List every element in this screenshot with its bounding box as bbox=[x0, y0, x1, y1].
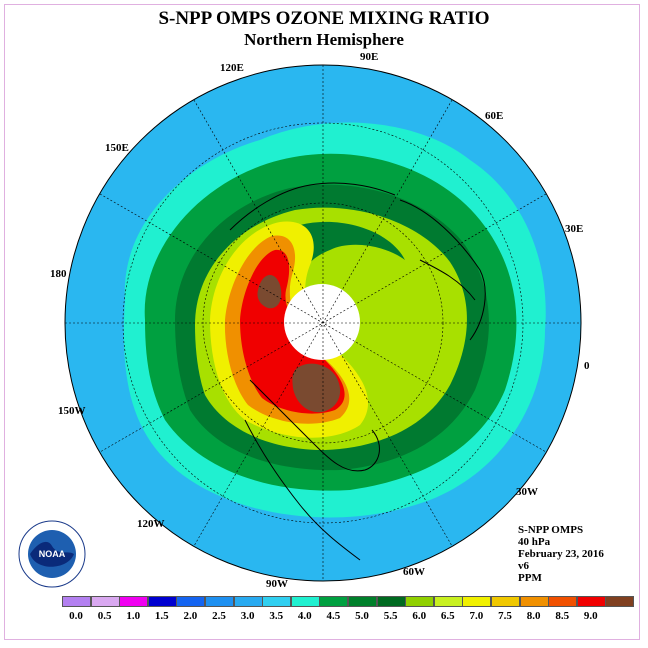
colorbar-swatch bbox=[290, 596, 320, 607]
lon-label-30w: 30W bbox=[516, 486, 538, 498]
lon-label-150e: 150E bbox=[105, 142, 129, 154]
lon-label-120e: 120E bbox=[220, 62, 244, 74]
colorbar-tick-label: 7.5 bbox=[498, 610, 512, 622]
colorbar-swatch bbox=[119, 596, 149, 607]
colorbar-tick-label: 2.0 bbox=[183, 610, 198, 622]
info-version: v6 bbox=[518, 560, 529, 572]
colorbar-tick-label: 1.0 bbox=[126, 610, 141, 622]
lon-label-150w: 150W bbox=[58, 405, 86, 417]
colorbar-swatch bbox=[462, 596, 492, 607]
colorbar-tick-label: 0.5 bbox=[97, 610, 112, 622]
noaa-logo: NOAA bbox=[18, 520, 86, 588]
colorbar-tick-label: 7.0 bbox=[469, 610, 484, 622]
colorbar-swatch bbox=[376, 596, 406, 607]
colorbar-tick-label: 2.5 bbox=[212, 610, 226, 622]
svg-text:NOAA: NOAA bbox=[39, 549, 66, 559]
lon-label-180: 180 bbox=[50, 268, 67, 280]
colorbar-tick-label: 1.5 bbox=[154, 610, 169, 622]
colorbar-tick-label: 6.5 bbox=[440, 610, 455, 622]
colorbar-swatch bbox=[262, 596, 292, 607]
info-date: February 23, 2016 bbox=[518, 548, 604, 560]
colorbar-swatch bbox=[576, 596, 606, 607]
colorbar-tick-label: 4.0 bbox=[297, 610, 312, 622]
colorbar-swatch bbox=[90, 596, 120, 607]
colorbar-swatch bbox=[405, 596, 435, 607]
lon-label-60e: 60E bbox=[485, 110, 504, 122]
lon-label-0: 0 bbox=[584, 360, 590, 372]
map-title: S-NPP OMPS OZONE MIXING RATIO bbox=[158, 8, 490, 29]
colorbar-swatch bbox=[147, 596, 177, 607]
colorbar-tick-label: 5.5 bbox=[383, 610, 398, 622]
info-units: PPM bbox=[518, 572, 542, 584]
colorbar-tick-label: 3.0 bbox=[240, 610, 255, 622]
colorbar-tick-label: 4.5 bbox=[326, 610, 341, 622]
colorbar-swatch bbox=[519, 596, 549, 607]
colorbar-tick-label: 6.0 bbox=[412, 610, 427, 622]
colorbar-swatch bbox=[176, 596, 206, 607]
info-instrument: S-NPP OMPS bbox=[518, 524, 584, 536]
colorbar-swatch bbox=[319, 596, 349, 607]
colorbar-swatch bbox=[433, 596, 463, 607]
colorbar-swatch bbox=[348, 596, 377, 607]
lon-label-120w: 120W bbox=[137, 518, 165, 530]
colorbar-tick-label: 5.0 bbox=[355, 610, 369, 622]
lon-label-60w: 60W bbox=[403, 566, 425, 578]
lon-label-90e: 90E bbox=[360, 51, 379, 63]
colorbar-tick-label: 8.5 bbox=[555, 610, 570, 622]
lon-label-90w: 90W bbox=[266, 578, 288, 590]
lon-label-30e: 30E bbox=[565, 223, 584, 235]
info-block: S-NPP OMPS 40 hPa February 23, 2016 v6 P… bbox=[518, 524, 604, 584]
colorbar-swatch bbox=[233, 596, 263, 607]
colorbar-tick-label: 3.5 bbox=[269, 610, 284, 622]
colorbar-swatch bbox=[605, 596, 635, 607]
colorbar-swatch bbox=[62, 596, 91, 607]
info-level: 40 hPa bbox=[518, 536, 551, 548]
map-subtitle: Northern Hemisphere bbox=[244, 30, 404, 49]
colorbar-tick-label: 8.0 bbox=[526, 610, 541, 622]
colorbar-swatch bbox=[491, 596, 520, 607]
graticule bbox=[65, 65, 581, 581]
ozone-field bbox=[65, 65, 581, 581]
colorbar-tick-label: 0.0 bbox=[69, 610, 83, 622]
colorbar-swatch bbox=[205, 596, 234, 607]
colorbar-swatch bbox=[548, 596, 578, 607]
figure-frame bbox=[4, 4, 640, 640]
colorbar-tick-label: 9.0 bbox=[583, 610, 598, 622]
coastlines bbox=[229, 182, 486, 561]
